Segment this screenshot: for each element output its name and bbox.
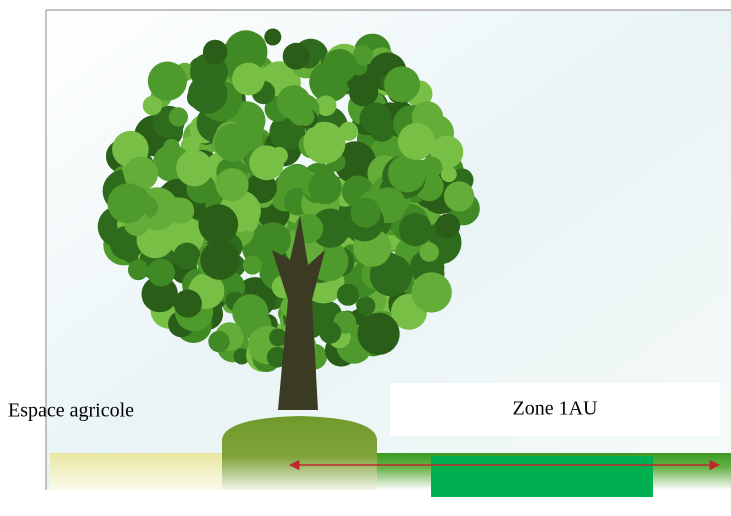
leaf-cluster [319,322,341,344]
leaf-cluster [337,284,359,306]
leaf-cluster [358,313,400,355]
zone-building [431,456,653,497]
leaf-cluster [128,260,149,281]
agricultural-field [50,453,222,490]
leaf-cluster [356,296,375,315]
leaf-cluster [174,290,202,318]
leaf-cluster [441,166,457,182]
leaf-cluster [339,122,358,141]
leaf-cluster [349,77,379,107]
leaf-cluster [283,43,310,70]
leaf-cluster [203,40,228,65]
leaf-cluster [398,123,435,160]
leaf-cluster [232,294,268,330]
leaf-cluster [308,171,341,204]
leaf-cluster [147,259,175,287]
leaf-cluster [200,241,239,280]
leaf-cluster [174,243,201,270]
leaf-cluster [444,181,474,211]
leaf-cluster [163,139,180,156]
leaf-cluster [411,272,451,312]
leaf-cluster [436,214,461,239]
leaf-cluster [360,103,392,135]
leaf-cluster [169,107,188,126]
zone-label: Zone 1AU [513,398,599,420]
leaf-cluster [148,62,187,101]
leaf-cluster [188,74,227,113]
leaf-cluster [108,183,148,223]
leaf-cluster [216,168,249,201]
leaf-cluster [322,49,357,84]
leaf-cluster [388,154,426,192]
leaf-cluster [399,213,432,246]
leaf-cluster [198,204,238,244]
field-label: Espace agricole [8,400,134,422]
leaf-cluster [243,255,262,274]
leaf-cluster [264,29,281,46]
leaf-cluster [420,242,439,261]
leaf-cluster [232,63,265,96]
page: Zone 1AU Espace agricole (() => { const … [0,0,731,516]
leaf-cluster [208,331,229,352]
leaf-cluster [176,150,213,187]
illustration: Zone 1AU Espace agricole [0,0,731,516]
leaf-cluster [421,157,443,179]
leaf-cluster [296,107,315,126]
leaf-cluster [351,198,381,228]
leaf-cluster [249,145,284,180]
hedge-mound [222,416,377,490]
leaf-cluster [384,66,420,102]
